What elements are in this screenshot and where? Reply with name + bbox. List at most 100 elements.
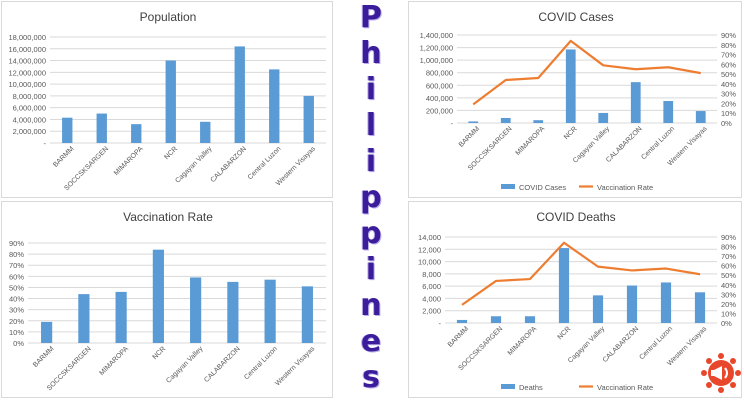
x-category-label: NCR: [163, 145, 179, 161]
x-category-label: CALABARZON: [605, 125, 644, 164]
vaccination-rate-chart-panel: Vaccination Rate 0% 10% 20% 30% 40% 50% 60% 70% 8…: [1, 201, 333, 398]
y-tick-label: 1,200,000: [420, 44, 453, 53]
x-category-label: MIMAROPA: [507, 325, 539, 357]
x-category-label: CALABARZON: [203, 345, 242, 384]
chart-title: COVID Deaths: [536, 210, 615, 224]
x-category-label: BARMM: [458, 125, 481, 148]
y-tick-label: 10%: [9, 328, 24, 337]
y-tick-label: 14,000,000: [8, 57, 46, 66]
vaccination-rate-line: [472, 39, 701, 106]
y2-tick-label: 70%: [721, 252, 736, 261]
bar: [598, 112, 609, 123]
title-letter: e: [360, 324, 382, 359]
x-category-label: MIMAROPA: [113, 145, 145, 177]
bar: [663, 101, 674, 123]
legend-swatch: [501, 184, 515, 189]
y2-tick-label: 90%: [721, 31, 736, 40]
bar: [626, 285, 638, 323]
bar: [41, 321, 53, 343]
y2-tick-label: 90%: [721, 233, 736, 242]
y2-tick-label: 50%: [721, 271, 736, 280]
y-tick-label: 10,000,000: [8, 80, 46, 89]
bar: [96, 113, 107, 143]
y2-tick-label: 80%: [721, 41, 736, 50]
y-tick-label: 16,000,000: [8, 45, 46, 54]
y2-tick-label: 60%: [721, 262, 736, 271]
bar: [500, 117, 511, 123]
philippines-vertical-title: P h i l i p p i n e s: [345, 0, 397, 400]
y-tick-label: 1,400,000: [420, 31, 453, 40]
x-category-label: Central Luzon: [243, 345, 279, 381]
title-letter: n: [360, 288, 382, 323]
chart-title: Population: [140, 10, 197, 24]
bar: [524, 316, 536, 323]
bar: [456, 319, 468, 323]
x-category-label: Central Luzon: [247, 145, 283, 181]
x-category-label: CALABARZON: [602, 325, 641, 364]
x-category-label: Cagayan Valley: [174, 145, 214, 185]
bar: [301, 286, 313, 343]
bar: [165, 60, 176, 143]
title-letter: i: [365, 72, 377, 107]
bar: [694, 292, 706, 323]
bar: [303, 95, 314, 143]
x-category-label: Cagayan Valley: [165, 345, 205, 385]
y2-tick-label: 0%: [721, 119, 732, 128]
y2-tick-label: 50%: [721, 70, 736, 79]
y-tick-label: 90%: [9, 239, 24, 248]
y-tick-label: 4,000,000: [13, 115, 46, 124]
y-tick-label: 30%: [9, 306, 24, 315]
y-tick-label: -: [451, 119, 454, 128]
vaccination-rate-chart: Vaccination Rate 0% 10% 20% 30% 40% 50% 60% 70% 8…: [9, 210, 326, 392]
bar: [78, 294, 90, 343]
y-tick-label: 200,000: [426, 106, 453, 115]
x-category-label: BARMM: [52, 145, 75, 168]
legend-label: Vaccination Rate: [597, 183, 653, 192]
bar: [190, 277, 202, 343]
title-letter: p: [360, 216, 382, 251]
covid-cases-chart-panel: COVID Cases - 200,000 400,000 600,000 800,000…: [408, 1, 742, 198]
title-letter: h: [360, 36, 382, 71]
bar: [468, 121, 479, 123]
legend-swatch: [501, 384, 515, 389]
bar: [131, 124, 142, 143]
bar: [660, 282, 672, 323]
y-tick-label: 0%: [13, 339, 24, 348]
bar: [630, 82, 641, 123]
x-category-label: BARMM: [447, 325, 470, 348]
y-tick-label: 800,000: [426, 69, 453, 78]
x-category-label: NCR: [563, 125, 579, 141]
y2-tick-label: 30%: [721, 290, 736, 299]
chart-title: Vaccination Rate: [123, 210, 213, 224]
chart-title: COVID Cases: [538, 10, 613, 24]
legend-label: Deaths: [519, 383, 543, 392]
x-category-label: MIMAROPA: [515, 125, 547, 157]
y-tick-label: 40%: [9, 295, 24, 304]
y-tick-label: 2,000: [422, 307, 441, 316]
legend-label: COVID Cases: [519, 183, 566, 192]
y2-tick-label: 40%: [721, 281, 736, 290]
title-letter: i: [365, 252, 377, 287]
y-tick-label: 400,000: [426, 94, 453, 103]
y2-tick-label: 20%: [721, 99, 736, 108]
x-category-label: NCR: [557, 325, 573, 341]
y-tick-label: 8,000,000: [13, 92, 46, 101]
y-tick-label: 18,000,000: [8, 33, 46, 42]
legend-label: Vaccination Rate: [597, 383, 653, 392]
title-letter: s: [362, 360, 380, 395]
vaccination-rate-line: [461, 241, 701, 306]
y2-tick-label: 30%: [721, 90, 736, 99]
bar: [533, 120, 544, 123]
x-category-label: Central Luzon: [640, 125, 676, 161]
bar: [565, 49, 576, 124]
bar: [558, 248, 570, 323]
covid-deaths-chart: COVID Deaths - 2,000 4,000 6,000 8,000 10,000 1…: [418, 210, 736, 392]
y-tick-label: 80%: [9, 250, 24, 259]
bar: [695, 111, 706, 123]
y-tick-label: 8,000: [422, 270, 441, 279]
bar: [227, 281, 239, 343]
y-tick-label: 6,000: [422, 282, 441, 291]
covid-deaths-chart-panel: COVID Deaths - 2,000 4,000 6,000 8,000 10,000 1…: [408, 201, 742, 398]
bar: [200, 121, 211, 143]
bar: [115, 291, 127, 343]
